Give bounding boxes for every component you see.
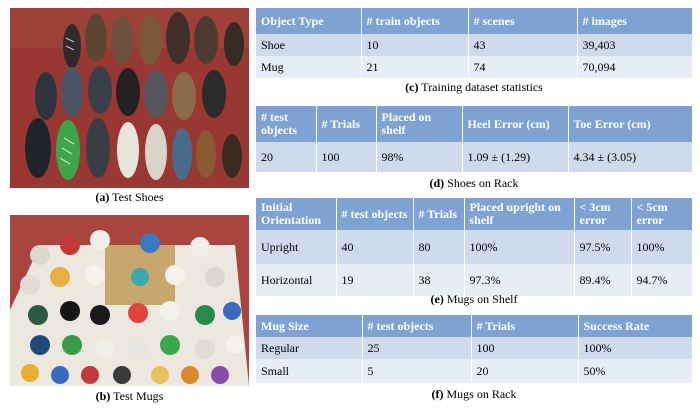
table-header: Placed on shelf <box>376 106 463 142</box>
table-header: Object Type <box>256 8 362 34</box>
table-cell: 1.09 ± (1.29) <box>462 142 569 172</box>
mugs-image <box>10 215 249 386</box>
table-cell: 43 <box>468 34 578 56</box>
table-header: # Trials <box>471 315 579 337</box>
table-header: Placed upright on shelf <box>464 198 575 230</box>
table-cell: Mug <box>256 56 362 78</box>
table-header: # Trials <box>316 106 377 142</box>
table-row: Horizontal 19 38 97.3% 89.4% 94.7% <box>256 264 692 296</box>
shoes-caption: (a) Test Shoes <box>95 190 164 204</box>
table-row: 20 100 98% 1.09 ± (1.29) 4.34 ± (3.05) <box>256 142 692 172</box>
table-header: # scenes <box>468 8 578 34</box>
table-cell: 40 <box>336 230 414 264</box>
table-cell: 94.7% <box>631 264 692 296</box>
table-mugs-on-rack: Mug Size # test objects # Trials Success… <box>256 315 692 383</box>
mugs-photo <box>10 215 249 386</box>
table-cell: 20 <box>256 142 317 172</box>
table-cell: 98% <box>376 142 463 172</box>
table-header: Heel Error (cm) <box>462 106 569 142</box>
table-cell: 100% <box>578 337 692 359</box>
table-header: # test objects <box>256 106 317 142</box>
table-cell: 89.4% <box>574 264 632 296</box>
table-header: # Trials <box>413 198 465 230</box>
table-cell: 39,403 <box>577 34 692 56</box>
table-header: Mug Size <box>256 315 363 337</box>
table-cell: Regular <box>256 337 363 359</box>
table-header: < 5cm error <box>631 198 692 230</box>
table-row: Mug 21 74 70,094 <box>256 56 692 78</box>
table-cell: Upright <box>256 230 337 264</box>
table-header: # test objects <box>362 315 472 337</box>
table-training-stats: Object Type # train objects # scenes # i… <box>256 8 692 78</box>
table-header: Success Rate <box>578 315 692 337</box>
table-cell: 100 <box>471 337 579 359</box>
table-header: # images <box>577 8 692 34</box>
table-cell: 50% <box>578 359 692 383</box>
table-cell: 10 <box>361 34 469 56</box>
table-row: Upright 40 80 100% 97.5% 100% <box>256 230 692 264</box>
table-cell: 4.34 ± (3.05) <box>568 142 692 172</box>
table-cell: 97.5% <box>574 230 632 264</box>
table-d-caption: (d) Shoes on Rack <box>429 176 519 190</box>
table-row: Shoe 10 43 39,403 <box>256 34 692 56</box>
table-c-caption: (c) Training dataset statistics <box>405 80 543 94</box>
table-row: Regular 25 100 100% <box>256 337 692 359</box>
shoes-image <box>10 8 249 188</box>
table-header: Toe Error (cm) <box>568 106 692 142</box>
mugs-caption: (b) Test Mugs <box>95 389 164 403</box>
table-header: # train objects <box>361 8 469 34</box>
table-cell: 20 <box>471 359 579 383</box>
table-cell: 25 <box>362 337 472 359</box>
table-row: Small 5 20 50% <box>256 359 692 383</box>
table-cell: 38 <box>413 264 465 296</box>
table-cell: 100% <box>631 230 692 264</box>
table-cell: 21 <box>361 56 469 78</box>
shoes-photo <box>10 8 249 188</box>
table-shoes-on-rack: # test objects # Trials Placed on shelf … <box>256 106 692 172</box>
table-header: # test objects <box>336 198 414 230</box>
table-cell: 100% <box>464 230 575 264</box>
table-cell: Shoe <box>256 34 362 56</box>
table-cell: 97.3% <box>464 264 575 296</box>
table-cell: 80 <box>413 230 465 264</box>
table-cell: 19 <box>336 264 414 296</box>
table-f-caption: (f) Mugs on Rack <box>431 387 517 401</box>
table-header: Initial Orientation <box>256 198 337 230</box>
table-cell: 100 <box>316 142 377 172</box>
table-cell: 5 <box>362 359 472 383</box>
table-e-caption: (e) Mugs on Shelf <box>430 292 518 306</box>
table-cell: 74 <box>468 56 578 78</box>
table-cell: 70,094 <box>577 56 692 78</box>
table-cell: Small <box>256 359 363 383</box>
table-header: < 3cm error <box>574 198 632 230</box>
table-mugs-on-shelf: Initial Orientation # test objects # Tri… <box>256 198 692 296</box>
table-cell: Horizontal <box>256 264 337 296</box>
